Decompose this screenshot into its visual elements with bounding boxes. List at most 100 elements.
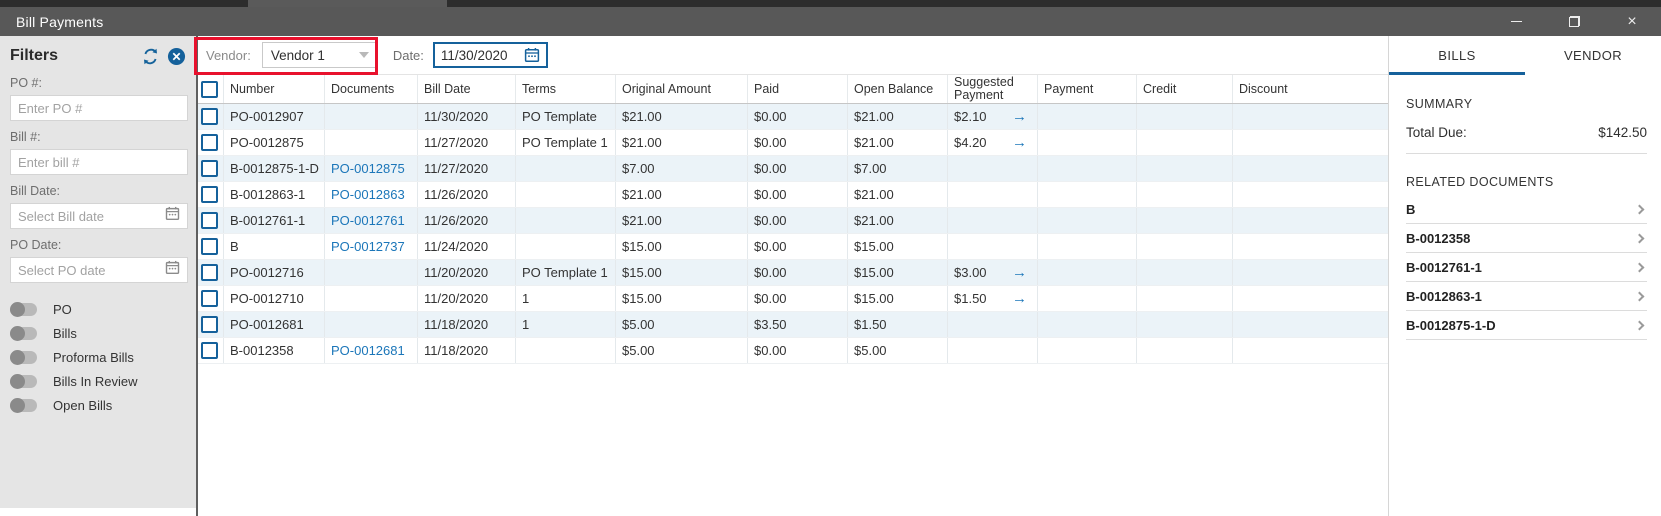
cell-discount [1233, 312, 1388, 337]
related-document-item[interactable]: B [1406, 195, 1647, 224]
clear-filters-button[interactable] [166, 46, 186, 66]
table-row[interactable]: B-0012863-1 PO-0012863 11/26/2020 $21.00 $0.… [198, 182, 1388, 208]
filter-field-placeholder: Select Bill date [18, 208, 104, 224]
vendor-dropdown[interactable]: Vendor 1 [261, 42, 378, 68]
filter-field-placeholder: Enter bill # [18, 154, 80, 170]
table-row[interactable]: B-0012875-1-D PO-0012875 11/27/2020 $7.00 $0… [198, 156, 1388, 182]
select-all-checkbox-cell [198, 75, 224, 103]
document-link[interactable]: PO-0012737 [331, 239, 405, 254]
filter-podate-input[interactable]: Select PO date [10, 257, 188, 283]
row-checkbox[interactable] [201, 160, 218, 177]
toggle-switch[interactable] [10, 301, 37, 317]
table-row[interactable]: PO-0012681 11/18/2020 1 $5.00 $3.50 $1.50 [198, 312, 1388, 338]
column-header-original-amount[interactable]: Original Amount [616, 75, 748, 103]
column-header-terms[interactable]: Terms [516, 75, 616, 103]
filters-header: Filters [10, 46, 188, 66]
row-checkbox[interactable] [201, 290, 218, 307]
row-checkbox[interactable] [201, 238, 218, 255]
cell-terms [516, 234, 616, 259]
filter-bill-input[interactable]: Enter bill # [10, 149, 188, 175]
row-checkbox[interactable] [201, 108, 218, 125]
tab-bills[interactable]: BILLS [1389, 36, 1525, 75]
chevron-right-icon [1634, 204, 1645, 214]
close-button[interactable]: × [1603, 7, 1661, 36]
restore-button[interactable] [1545, 7, 1603, 36]
cell-number: PO-0012875 [224, 130, 325, 155]
table-row[interactable]: B-0012358 PO-0012681 11/18/2020 $5.00 $0.00 $… [198, 338, 1388, 364]
summary-separator [1406, 153, 1647, 154]
row-checkbox-cell [198, 156, 224, 181]
cell-terms: 1 [516, 286, 616, 311]
chevron-right-icon [1634, 291, 1645, 301]
cell-documents: PO-0012761 [325, 208, 418, 233]
table-row[interactable]: PO-0012907 11/30/2020 PO Template $21.00 $0.… [198, 104, 1388, 130]
table-row[interactable]: B PO-0012737 11/24/2020 $15.00 $0.00 $15.00 [198, 234, 1388, 260]
cell-suggested-payment: $4.20 → [948, 130, 1038, 155]
table-row[interactable]: PO-0012875 11/27/2020 PO Template 1 $21.00 $… [198, 130, 1388, 156]
cell-documents [325, 104, 418, 129]
row-checkbox[interactable] [201, 212, 218, 229]
cell-original-amount: $21.00 [616, 208, 748, 233]
select-all-checkbox[interactable] [201, 80, 218, 98]
cell-suggested-payment: $2.10 → [948, 104, 1038, 129]
cell-payment [1038, 156, 1137, 181]
apply-suggested-payment-arrow-icon[interactable]: → [1012, 134, 1027, 151]
column-header-number[interactable]: Number [224, 75, 325, 103]
column-header-open-balance[interactable]: Open Balance [848, 75, 948, 103]
toggle-switch[interactable] [10, 373, 37, 389]
column-header-paid[interactable]: Paid [748, 75, 848, 103]
panel-tabs: BILLS VENDOR [1389, 36, 1661, 75]
cell-open-balance: $15.00 [848, 260, 948, 285]
cell-bill-date: 11/26/2020 [418, 208, 516, 233]
related-document-item[interactable]: B-0012875-1-D [1406, 311, 1647, 340]
cell-discount [1233, 338, 1388, 363]
tab-vendor[interactable]: VENDOR [1563, 48, 1623, 63]
row-checkbox[interactable] [201, 342, 218, 359]
date-input[interactable]: 11/30/2020 [432, 42, 548, 68]
table-row[interactable]: B-0012761-1 PO-0012761 11/26/2020 $21.00 $0.… [198, 208, 1388, 234]
row-checkbox[interactable] [201, 264, 218, 281]
minimize-button[interactable] [1487, 7, 1545, 36]
toggle-switch[interactable] [10, 397, 37, 413]
apply-suggested-payment-arrow-icon[interactable]: → [1012, 108, 1027, 125]
filter-po-input[interactable]: Enter PO # [10, 95, 188, 121]
cell-discount [1233, 286, 1388, 311]
cell-discount [1233, 260, 1388, 285]
cell-original-amount: $21.00 [616, 182, 748, 207]
row-checkbox-cell [198, 286, 224, 311]
apply-suggested-payment-arrow-icon[interactable]: → [1012, 290, 1027, 307]
document-link[interactable]: PO-0012761 [331, 213, 405, 228]
row-checkbox[interactable] [201, 186, 218, 203]
calendar-icon[interactable] [165, 206, 180, 226]
date-input-value: 11/30/2020 [440, 47, 508, 63]
column-header-suggested-payment[interactable]: Suggested Payment [948, 75, 1038, 103]
toggle-switch[interactable] [10, 325, 37, 341]
apply-suggested-payment-arrow-icon[interactable]: → [1012, 264, 1027, 281]
column-header-payment[interactable]: Payment [1038, 75, 1137, 103]
related-document-item[interactable]: B-0012358 [1406, 224, 1647, 253]
cell-bill-date: 11/18/2020 [418, 312, 516, 337]
refresh-filters-button[interactable] [140, 46, 160, 66]
row-checkbox[interactable] [201, 134, 218, 151]
cell-payment [1038, 208, 1137, 233]
document-link[interactable]: PO-0012681 [331, 343, 405, 358]
row-checkbox[interactable] [201, 316, 218, 333]
toggle-knob [10, 397, 25, 413]
table-row[interactable]: PO-0012710 11/20/2020 1 $15.00 $0.00 $15.00 $1… [198, 286, 1388, 312]
row-checkbox-cell [198, 260, 224, 285]
column-header-credit[interactable]: Credit [1137, 75, 1233, 103]
column-header-documents[interactable]: Documents [325, 75, 418, 103]
cell-terms: PO Template 1 [516, 130, 616, 155]
column-header-bill-date[interactable]: Bill Date [418, 75, 516, 103]
related-document-item[interactable]: B-0012761-1 [1406, 253, 1647, 282]
related-document-item[interactable]: B-0012863-1 [1406, 282, 1647, 311]
table-row[interactable]: PO-0012716 11/20/2020 PO Template 1 $15.00 $… [198, 260, 1388, 286]
toggle-switch[interactable] [10, 349, 37, 365]
document-link[interactable]: PO-0012875 [331, 161, 405, 176]
calendar-icon[interactable] [165, 260, 180, 280]
toggle-label: Bills In Review [53, 373, 138, 389]
document-link[interactable]: PO-0012863 [331, 187, 405, 202]
filter-billdate-input[interactable]: Select Bill date [10, 203, 188, 229]
column-header-discount[interactable]: Discount [1239, 81, 1288, 96]
related-document-name: B [1406, 201, 1416, 217]
